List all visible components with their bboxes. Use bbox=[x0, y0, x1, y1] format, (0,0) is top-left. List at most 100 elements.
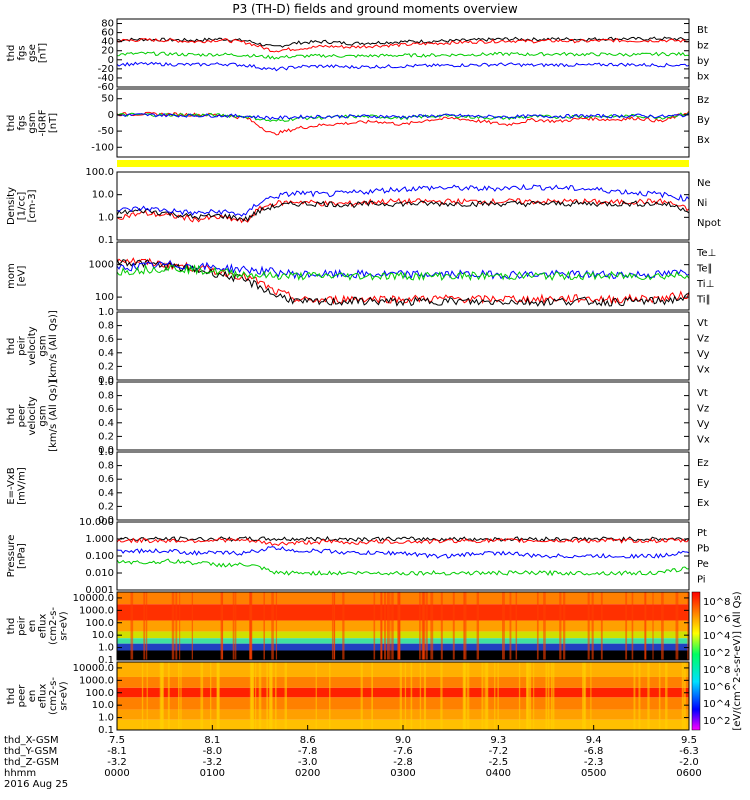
x-tick-label: 0500 bbox=[581, 768, 606, 779]
y-tick-label: 0.6 bbox=[98, 474, 114, 485]
y-axis-label: [nT] bbox=[38, 43, 49, 63]
spectrogram-streak bbox=[425, 592, 428, 660]
y-axis-label: thd bbox=[6, 338, 17, 355]
series-temperature-Ti∥ bbox=[116, 264, 690, 282]
y-tick-label: 0.0 bbox=[98, 515, 114, 526]
spectrogram-streak bbox=[543, 592, 546, 660]
y-axis-label: peer bbox=[17, 684, 28, 708]
spectrogram-streak bbox=[583, 662, 587, 730]
spectrogram-streak bbox=[251, 662, 255, 730]
spectrogram-streak bbox=[423, 592, 426, 660]
y-axis-label: eflux bbox=[38, 614, 49, 639]
panel-efield: 1.0 0.8 0.6 0.4 0.2 0.0 E=-VxB [mV/m] Ez Ey Ex bbox=[6, 447, 709, 526]
y-tick-label: 1.0 bbox=[98, 307, 114, 318]
spectrogram-streak bbox=[526, 662, 529, 730]
series-temperature-Te∥ bbox=[116, 258, 690, 307]
panel-peer-velocity: 1.0 0.8 0.6 0.4 0.2 0.0 thd peer velocity gsm [km/… bbox=[6, 377, 710, 456]
y-tick-label: 0.2 bbox=[98, 501, 114, 512]
y-tick-label: -50 bbox=[98, 126, 114, 137]
spectrogram-streak bbox=[463, 662, 466, 730]
spectrogram-streak bbox=[687, 592, 690, 660]
spectrogram-streak bbox=[661, 592, 664, 660]
y-axis-label: fgs bbox=[17, 115, 28, 130]
panel-frame bbox=[116, 171, 690, 241]
legend-Vz: Vz bbox=[697, 404, 709, 415]
legend-By: By bbox=[697, 115, 710, 126]
y-tick-label: 0.4 bbox=[98, 348, 114, 359]
panel-frame bbox=[116, 381, 690, 451]
spectrogram-streak bbox=[494, 662, 496, 730]
y-tick-label: 0.8 bbox=[98, 461, 114, 472]
y-axis-label: E=-VxB bbox=[6, 467, 17, 504]
legend-Ex: Ex bbox=[697, 498, 709, 509]
spectrogram-streak bbox=[399, 662, 402, 730]
y-tick-label: 0.2 bbox=[98, 361, 114, 372]
colorbar-tick-label: 10^6 bbox=[703, 614, 730, 625]
y-axis-label: sr-eV) bbox=[59, 611, 70, 640]
series-density-Ni bbox=[116, 200, 690, 222]
spectrogram-streak bbox=[221, 592, 223, 660]
spectrogram-streak bbox=[232, 592, 235, 660]
y-tick-label: 0.6 bbox=[98, 404, 114, 415]
colorbar-tick-label: 10^4 bbox=[703, 699, 730, 710]
spectrogram-streak bbox=[563, 592, 566, 660]
spectrogram-streak bbox=[255, 662, 257, 730]
panel-fgs-gsm: 50 0 -50 -100 thd fgs gsm -IGRF [nT] Bz By Bx bbox=[6, 88, 710, 158]
y-tick-label: 0.1 bbox=[98, 235, 114, 246]
legend-Vt: Vt bbox=[697, 388, 708, 399]
y-axis-label: mom bbox=[6, 263, 17, 289]
spectrogram-streak bbox=[419, 662, 422, 730]
y-tick-label: -60 bbox=[98, 82, 114, 93]
y-axis-label: thd bbox=[6, 45, 17, 62]
y-tick-label: 20 bbox=[101, 46, 114, 57]
y-axis-label: (cm2-s- bbox=[48, 677, 59, 715]
spectrogram-streak bbox=[600, 592, 603, 660]
spectrogram-streak bbox=[146, 662, 148, 730]
legend-Ti⊥: Ti⊥ bbox=[696, 279, 714, 290]
yellow-status-bar bbox=[117, 160, 689, 167]
spectrogram-streak bbox=[398, 592, 401, 660]
y-tick-label: 40 bbox=[101, 37, 114, 48]
spectrogram-band bbox=[117, 687, 689, 698]
spectrogram-streak bbox=[200, 662, 204, 730]
series-fgs-gsm-Bx bbox=[116, 112, 690, 121]
y-axis-label: peer bbox=[17, 404, 28, 428]
panel-frame bbox=[116, 241, 690, 311]
x-row-label: hhmm bbox=[4, 768, 36, 779]
y-tick-label: 1000.0 bbox=[79, 605, 114, 616]
spectrogram-streak bbox=[625, 592, 628, 660]
y-tick-label: 50 bbox=[101, 94, 114, 105]
y-tick-label: 1.0 bbox=[98, 713, 114, 724]
spectrogram-streak bbox=[329, 662, 331, 730]
y-tick-label: 0.100 bbox=[85, 551, 114, 562]
spectrogram-streak bbox=[536, 592, 539, 660]
spectrogram-streak bbox=[464, 592, 467, 660]
series-pressure-Pt bbox=[116, 535, 690, 542]
spectrogram-streak bbox=[389, 592, 391, 660]
legend-Ni: Ni bbox=[697, 198, 707, 209]
legend-Ez: Ez bbox=[697, 458, 709, 469]
y-axis-label: peir bbox=[17, 335, 28, 355]
spectrogram-streak bbox=[665, 662, 668, 730]
spectrogram-streak bbox=[582, 662, 585, 730]
spectrogram-streak bbox=[486, 662, 489, 730]
legend-Vt: Vt bbox=[697, 318, 708, 329]
x-row-label: thd_Z-GSM bbox=[4, 757, 59, 768]
legend-Vx: Vx bbox=[697, 435, 710, 446]
x-tick-label: 0400 bbox=[486, 768, 511, 779]
x-tick-label: -3.2 bbox=[203, 757, 223, 768]
spectrogram-streak bbox=[175, 592, 178, 660]
spectrogram-streak bbox=[315, 662, 317, 730]
series-pressure-Pi bbox=[116, 546, 690, 559]
x-tick-label: 0300 bbox=[390, 768, 415, 779]
colorbar-tick-label: 10^4 bbox=[703, 631, 730, 642]
y-tick-label: 0 bbox=[108, 110, 114, 121]
spectrogram-band bbox=[117, 643, 689, 651]
x-tick-label: -3.2 bbox=[107, 757, 127, 768]
y-axis-label: [nPa] bbox=[17, 543, 28, 569]
spectrogram-streak bbox=[633, 662, 636, 730]
spectrogram-band bbox=[117, 592, 689, 605]
spectrogram-streak bbox=[270, 662, 273, 730]
